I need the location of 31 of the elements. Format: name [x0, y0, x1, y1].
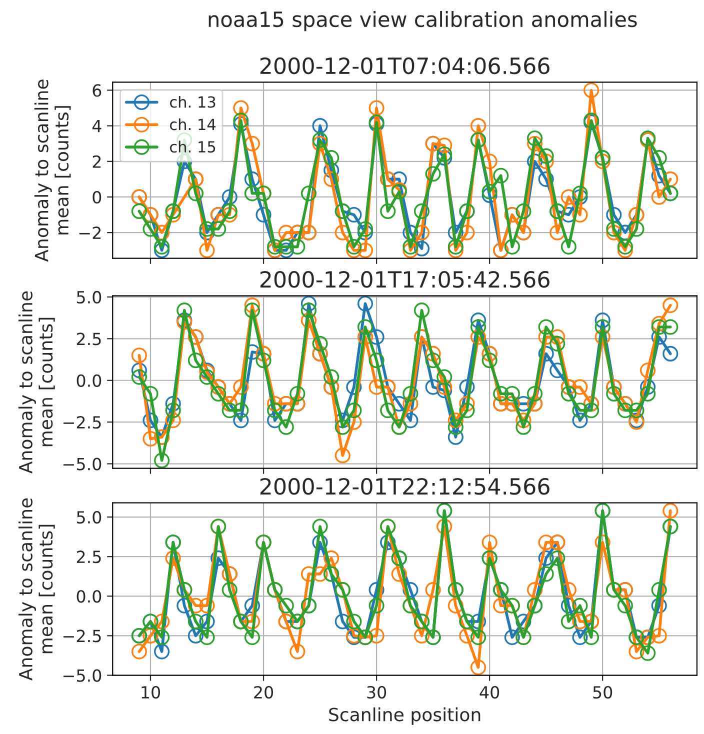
- x-tick-label: 40: [480, 686, 500, 699]
- y-tick-label: −2: [79, 226, 101, 239]
- y-tick-label: 5.0: [77, 510, 102, 524]
- y-tick-label: 5.0: [77, 290, 102, 304]
- y-tick-label: 0.0: [76, 590, 102, 603]
- y-axis-title: Anomaly to scanline mean [counts]: [34, 80, 71, 262]
- y-tick-label: 2.5: [76, 332, 101, 346]
- x-tick-label: 20: [254, 686, 274, 699]
- y-tick-label: −5.0: [64, 458, 102, 470]
- chart-subtitle: 2000-12-01T07:04:06.566: [260, 57, 550, 74]
- y-tick-label: 6: [92, 84, 102, 97]
- chart-title: 2000-12-01T22:12:54.566: [260, 478, 550, 495]
- y-tick-label: 4: [92, 120, 102, 132]
- legend-label: ch. 13: [170, 96, 216, 108]
- legend-label: ch. 15: [170, 140, 216, 153]
- y-tick-label: 0: [92, 190, 102, 204]
- y-tick-label: 0.0: [76, 374, 102, 387]
- chart-title: 2000-12-01T17:05:42.566: [260, 270, 550, 288]
- y-tick-label: −2.5: [64, 630, 101, 642]
- x-tick-label: 10: [142, 686, 160, 699]
- y-axis-title: Anomaly to scanline mean [counts]: [18, 498, 55, 681]
- x-tick-label: 50: [593, 686, 612, 699]
- y-tick-label: −2.5: [64, 416, 101, 429]
- y-tick-label: 2: [92, 155, 101, 168]
- chart-title: noaa15 space view calibration anomalies: [208, 11, 637, 32]
- x-tick-label: 30: [367, 686, 386, 699]
- legend-label: ch. 14: [170, 118, 216, 130]
- y-tick-label: −5.0: [64, 669, 102, 682]
- y-tick-label: 2.5: [76, 550, 101, 564]
- x-axis-title: Scanline position: [329, 707, 480, 725]
- y-axis-title: Anomaly to scanline mean [counts]: [18, 291, 55, 474]
